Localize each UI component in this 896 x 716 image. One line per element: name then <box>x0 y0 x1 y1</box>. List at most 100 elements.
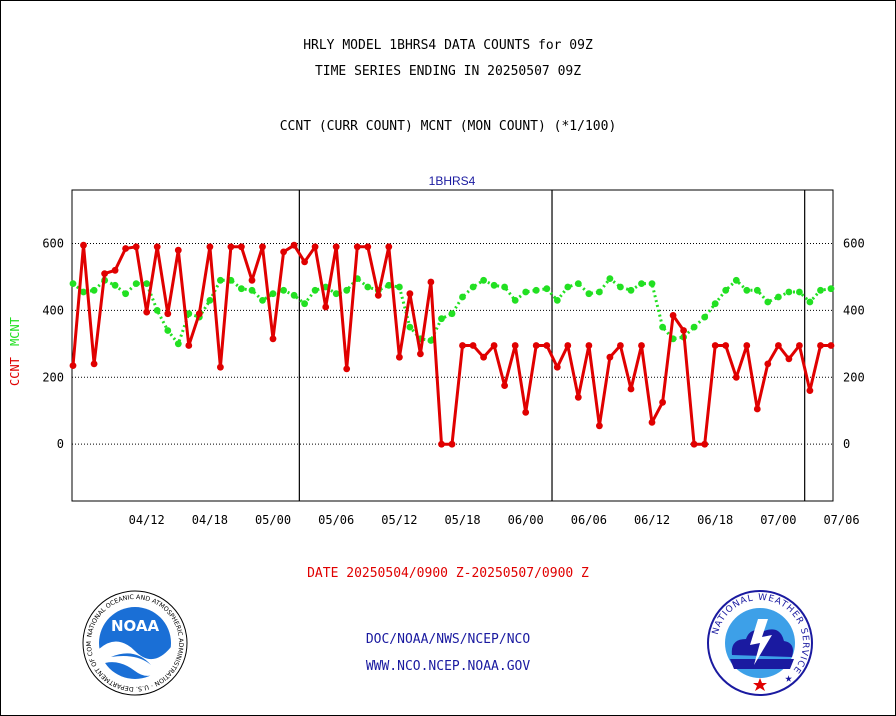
data-point-ccnt <box>385 243 393 251</box>
data-point-mcnt <box>638 280 645 287</box>
data-point-mcnt <box>217 276 224 284</box>
data-point-ccnt <box>827 342 835 349</box>
data-point-ccnt <box>775 342 782 349</box>
data-point-mcnt <box>343 286 351 294</box>
data-point-mcnt <box>259 297 266 304</box>
data-point-ccnt <box>817 342 824 349</box>
data-point-ccnt <box>796 342 803 349</box>
data-point-ccnt <box>332 243 340 251</box>
data-point-mcnt <box>406 323 414 331</box>
data-point-mcnt <box>364 283 372 291</box>
data-point-mcnt <box>438 315 445 323</box>
data-point-mcnt <box>564 283 572 291</box>
data-point-mcnt <box>132 280 140 287</box>
data-point-ccnt <box>459 342 466 349</box>
data-point-ccnt <box>406 290 414 298</box>
data-point-mcnt <box>153 307 161 314</box>
data-point-mcnt <box>80 288 87 296</box>
data-point-mcnt <box>743 286 751 294</box>
x-tick-label: 04/12 <box>129 513 165 527</box>
x-tick-label: 06/06 <box>571 513 607 527</box>
data-point-ccnt <box>185 342 193 349</box>
data-point-mcnt <box>480 276 487 284</box>
data-point-ccnt <box>553 363 561 371</box>
data-point-ccnt <box>617 342 624 349</box>
data-point-ccnt <box>195 310 203 318</box>
data-point-mcnt <box>659 323 666 331</box>
y-tick-label-right: 400 <box>843 303 865 317</box>
data-point-ccnt <box>659 398 666 406</box>
data-point-ccnt <box>606 353 614 361</box>
chart-title-line2: TIME SERIES ENDING IN 20250507 09Z <box>314 64 582 79</box>
data-point-ccnt <box>574 393 582 401</box>
data-point-mcnt <box>543 285 551 293</box>
data-point-ccnt <box>638 342 645 349</box>
data-point-ccnt <box>680 327 687 334</box>
data-point-ccnt <box>248 276 256 284</box>
data-point-mcnt <box>311 286 319 294</box>
data-point-mcnt <box>490 281 498 289</box>
noaa-wordmark: NOAA <box>111 617 160 635</box>
data-point-mcnt <box>448 310 456 318</box>
panel-label: 1BHRS4 <box>429 174 476 188</box>
data-point-ccnt <box>364 243 372 251</box>
data-point-mcnt <box>606 275 614 282</box>
data-point-mcnt <box>269 290 277 298</box>
data-point-ccnt <box>490 342 498 349</box>
y-tick-label-left: 200 <box>42 370 64 384</box>
data-point-ccnt <box>101 270 108 277</box>
data-point-ccnt <box>596 422 603 430</box>
data-point-mcnt <box>732 276 740 284</box>
data-point-mcnt <box>469 283 477 291</box>
data-point-ccnt <box>69 362 77 369</box>
data-point-ccnt <box>269 335 277 343</box>
data-point-ccnt <box>543 342 551 349</box>
data-point-ccnt <box>690 440 698 448</box>
data-point-mcnt <box>785 288 793 296</box>
series-lines <box>69 241 835 448</box>
data-point-mcnt <box>511 297 519 304</box>
data-point-ccnt <box>143 308 151 316</box>
data-point-ccnt <box>427 278 435 286</box>
data-point-mcnt <box>532 286 540 294</box>
data-point-mcnt <box>290 291 298 299</box>
data-point-ccnt <box>701 440 709 448</box>
y-tick-label-right: 600 <box>843 237 865 251</box>
data-point-ccnt <box>301 258 308 266</box>
data-point-ccnt <box>290 241 298 249</box>
data-point-ccnt <box>122 245 129 252</box>
credit-website-link[interactable]: WWW.NCO.NCEP.NOAA.GOV <box>365 659 531 674</box>
credit-org-link[interactable]: DOC/NOAA/NWS/NCEP/NCO <box>365 632 531 647</box>
data-point-mcnt <box>332 290 340 298</box>
data-point-mcnt <box>90 286 98 294</box>
data-point-mcnt <box>385 281 393 289</box>
y-tick-label-right: 200 <box>843 370 865 384</box>
data-point-ccnt <box>227 243 235 251</box>
data-point-ccnt <box>438 440 445 448</box>
data-point-ccnt <box>417 350 424 358</box>
data-point-ccnt <box>806 387 814 394</box>
y-tick-label-left: 600 <box>42 237 64 251</box>
data-point-ccnt <box>732 373 740 381</box>
data-point-ccnt <box>374 291 382 299</box>
data-point-mcnt <box>775 293 782 301</box>
data-point-mcnt <box>396 283 403 291</box>
data-point-mcnt <box>764 298 772 306</box>
data-point-ccnt <box>206 243 214 251</box>
data-point-ccnt <box>785 355 793 363</box>
data-point-mcnt <box>806 298 814 306</box>
data-point-ccnt <box>164 310 172 318</box>
x-tick-label: 05/18 <box>444 513 480 527</box>
x-tick-label: 04/18 <box>192 513 228 527</box>
data-point-mcnt <box>553 297 561 304</box>
data-point-ccnt <box>501 382 508 389</box>
data-point-ccnt <box>396 353 403 361</box>
data-point-mcnt <box>427 337 435 344</box>
x-tick-label: 05/12 <box>381 513 417 527</box>
y-tick-label-right: 0 <box>843 437 850 451</box>
data-point-ccnt <box>353 243 361 251</box>
data-point-ccnt <box>238 243 245 251</box>
data-point-ccnt <box>585 342 593 349</box>
x-tick-label: 06/18 <box>697 513 733 527</box>
